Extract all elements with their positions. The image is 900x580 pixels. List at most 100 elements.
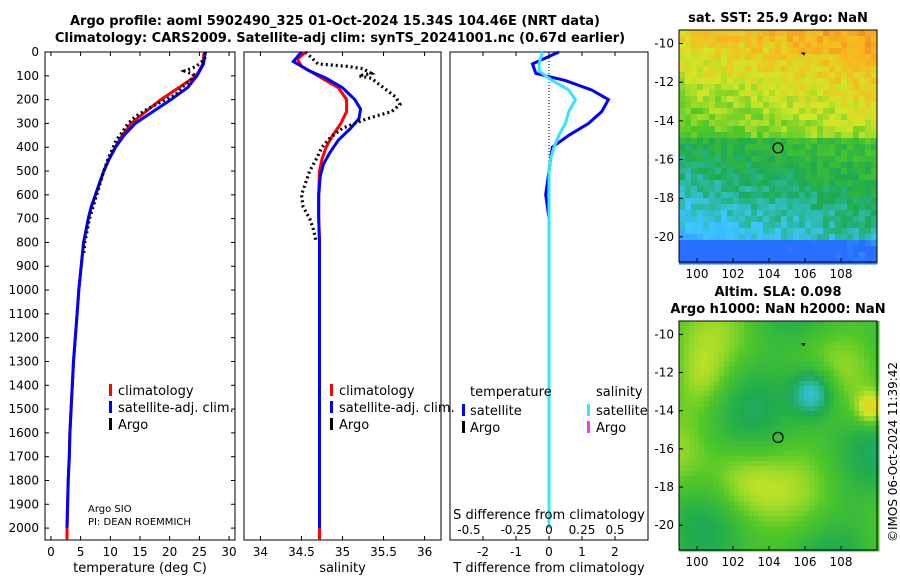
- map-cell: [869, 491, 875, 497]
- map-cell: [811, 90, 818, 97]
- map-cell: [729, 546, 735, 552]
- map-cell: [691, 156, 698, 163]
- map-cell: [769, 476, 775, 482]
- map-cell: [769, 222, 776, 229]
- map-cell: [719, 396, 725, 402]
- map-cell: [684, 426, 690, 432]
- map-cell: [834, 441, 840, 447]
- map-cell: [775, 120, 782, 127]
- map-cell: [859, 471, 865, 477]
- map-cell: [729, 416, 735, 422]
- map-cell: [839, 541, 845, 547]
- map-cell: [757, 84, 764, 91]
- map-cell: [847, 162, 854, 169]
- map-cell: [814, 436, 820, 442]
- map-cell: [704, 531, 710, 537]
- map-cell: [871, 102, 878, 109]
- map-cell: [734, 531, 740, 537]
- map-cell: [745, 156, 752, 163]
- map-cell: [819, 341, 825, 347]
- map-cell: [709, 376, 715, 382]
- map-cell: [749, 531, 755, 537]
- map-cell: [823, 198, 830, 205]
- map-cell: [799, 210, 806, 217]
- map-cell: [739, 252, 746, 259]
- map-cell: [721, 78, 728, 85]
- map-cell: [703, 174, 710, 181]
- map-cell: [754, 506, 760, 512]
- map-cell: [793, 258, 800, 265]
- map-cell: [764, 521, 770, 527]
- map-cell: [734, 451, 740, 457]
- map-cell: [804, 501, 810, 507]
- map-cell: [715, 144, 722, 151]
- map-cell: [679, 240, 686, 247]
- map-cell: [839, 501, 845, 507]
- map-cell: [871, 180, 878, 187]
- map-cell: [759, 456, 765, 462]
- map-cell: [823, 60, 830, 67]
- map-cell: [794, 471, 800, 477]
- map-cell: [804, 356, 810, 362]
- map-cell: [809, 506, 815, 512]
- map-cell: [834, 491, 840, 497]
- map-cell: [709, 246, 716, 253]
- map-cell: [763, 84, 770, 91]
- map-cell: [787, 66, 794, 73]
- map-cell: [679, 471, 685, 477]
- map-cell: [679, 222, 686, 229]
- map-cell: [854, 426, 860, 432]
- map-cell: [804, 521, 810, 527]
- map-cell: [769, 204, 776, 211]
- map-cell: [763, 102, 770, 109]
- map-cell: [754, 516, 760, 522]
- ytick-label: 0: [31, 45, 39, 59]
- map-cell: [819, 461, 825, 467]
- map-cell: [847, 222, 854, 229]
- map-cell: [804, 456, 810, 462]
- map-cell: [714, 386, 720, 392]
- map-cell: [691, 102, 698, 109]
- map-cell: [709, 351, 715, 357]
- ytick-label: 1200: [8, 331, 39, 345]
- map-cell: [759, 466, 765, 472]
- map-cell: [739, 401, 745, 407]
- map-cell: [781, 78, 788, 85]
- map-cell: [784, 476, 790, 482]
- xtick-label: 2: [611, 545, 619, 559]
- map-cell: [781, 228, 788, 235]
- map-cell: [793, 150, 800, 157]
- map-cell: [709, 356, 715, 362]
- map-cell: [734, 351, 740, 357]
- map-cell: [757, 198, 764, 205]
- map-cell: [854, 376, 860, 382]
- map-cell: [714, 526, 720, 532]
- map-cell: [823, 240, 830, 247]
- map-cell: [844, 336, 850, 342]
- map-cell: [724, 351, 730, 357]
- map-cell: [679, 42, 686, 49]
- map-cell: [754, 421, 760, 427]
- map-cell: [859, 36, 866, 43]
- map-sst-title: sat. SST: 25.9 Argo: NaN: [688, 11, 868, 26]
- map-cell: [781, 180, 788, 187]
- map-cell: [697, 54, 704, 61]
- map-cell: [804, 326, 810, 332]
- map-cell: [769, 138, 776, 145]
- map-cell: [865, 138, 872, 145]
- map-cell: [715, 84, 722, 91]
- map-cell: [841, 84, 848, 91]
- map-cell: [704, 406, 710, 412]
- map-cell: [697, 102, 704, 109]
- map-cell: [709, 386, 715, 392]
- map-cell: [839, 416, 845, 422]
- map-cell: [759, 371, 765, 377]
- map-cell: [763, 198, 770, 205]
- map-cell: [853, 198, 860, 205]
- map-cell: [749, 461, 755, 467]
- map-cell: [835, 42, 842, 49]
- map-cell: [733, 102, 740, 109]
- map-cell: [719, 426, 725, 432]
- map-cell: [774, 356, 780, 362]
- map-cell: [789, 321, 795, 327]
